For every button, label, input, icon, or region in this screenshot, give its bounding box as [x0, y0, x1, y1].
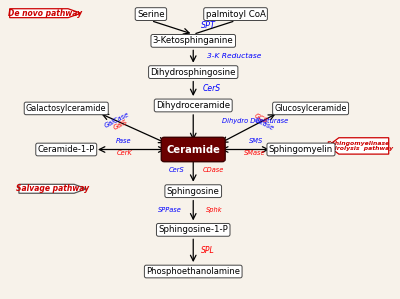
- Text: Serine: Serine: [137, 10, 165, 19]
- Text: CDase: CDase: [203, 167, 224, 173]
- Text: Ceramide: Ceramide: [166, 144, 220, 155]
- Text: Sphingomyelinase
hydrolysis  pathway: Sphingomyelinase hydrolysis pathway: [324, 141, 393, 151]
- Text: palmitoyl CoA: palmitoyl CoA: [206, 10, 266, 19]
- Text: GalS: GalS: [112, 119, 128, 131]
- Text: SMase: SMase: [244, 150, 266, 155]
- Polygon shape: [10, 9, 81, 18]
- Text: SPT: SPT: [201, 22, 216, 30]
- Text: Dihydroceramide: Dihydroceramide: [156, 101, 230, 110]
- Text: Sphingosine-1-P: Sphingosine-1-P: [158, 225, 228, 234]
- Text: 3-Ketosphinganine: 3-Ketosphinganine: [153, 36, 234, 45]
- Polygon shape: [328, 138, 389, 154]
- FancyBboxPatch shape: [161, 137, 225, 162]
- Text: Sphk: Sphk: [206, 207, 222, 213]
- Text: GCS: GCS: [253, 112, 268, 124]
- Text: Ceramide-1-P: Ceramide-1-P: [38, 145, 95, 154]
- Text: SPPase: SPPase: [158, 207, 182, 213]
- Text: Phosphoethanolamine: Phosphoethanolamine: [146, 267, 240, 276]
- Polygon shape: [19, 184, 86, 193]
- Text: CerS: CerS: [203, 84, 221, 93]
- Text: Sphingomyelin: Sphingomyelin: [269, 145, 333, 154]
- Text: GalCase: GalCase: [104, 111, 131, 129]
- Text: Glucosylceramide: Glucosylceramide: [274, 104, 347, 113]
- Text: SMS: SMS: [249, 138, 263, 144]
- Text: SPL: SPL: [201, 245, 215, 254]
- Text: CerS: CerS: [169, 167, 184, 173]
- Text: Galactosylceramide: Galactosylceramide: [26, 104, 106, 113]
- Text: GCase: GCase: [253, 116, 274, 131]
- Text: Pase: Pase: [116, 138, 132, 144]
- Text: Dihydrosphingosine: Dihydrosphingosine: [150, 68, 236, 77]
- Text: Salvage pathway: Salvage pathway: [16, 184, 89, 193]
- Text: Dihydro Desaturase: Dihydro Desaturase: [222, 118, 288, 124]
- Text: Sphingosine: Sphingosine: [167, 187, 220, 196]
- Text: 3-K Reductase: 3-K Reductase: [207, 53, 261, 59]
- Text: CerK: CerK: [117, 150, 133, 155]
- Text: De novo pathway: De novo pathway: [8, 9, 82, 18]
